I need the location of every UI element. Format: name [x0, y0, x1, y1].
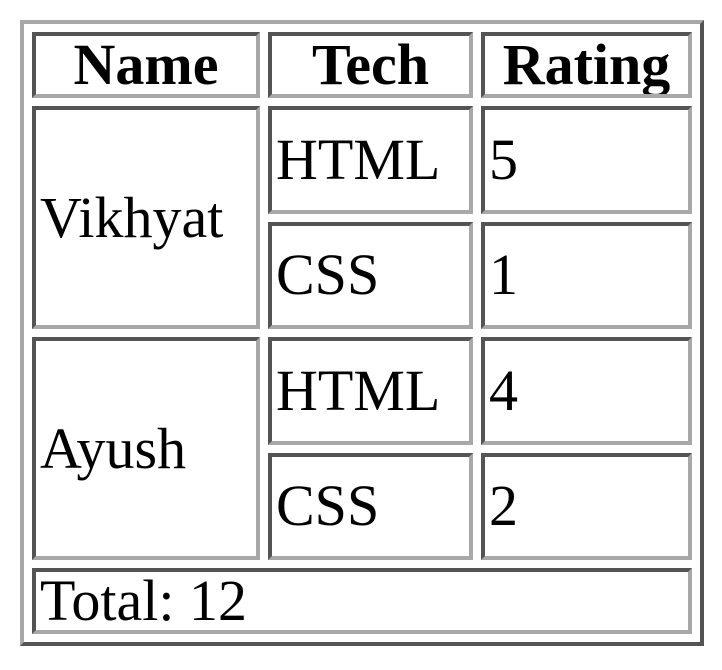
header-tech: Tech [268, 32, 473, 98]
table-footer: Total: 12 [32, 568, 692, 634]
header-row: Name Tech Rating [32, 32, 692, 98]
tech-cell: HTML [268, 106, 473, 214]
rating-cell: 4 [481, 337, 692, 445]
table-body: Vikhyat HTML 5 CSS 1 Ayush HTML 4 CSS 2 [32, 106, 692, 560]
tech-cell: CSS [268, 221, 473, 329]
table-row: CSS 2 [32, 452, 692, 560]
table-row: CSS 1 [32, 221, 692, 329]
footer-row: Total: 12 [32, 568, 692, 634]
rating-cell: 2 [481, 452, 692, 560]
header-rating: Rating [481, 32, 692, 98]
rating-cell: 5 [481, 106, 692, 214]
rating-table: Name Tech Rating Vikhyat HTML 5 CSS 1 Ay… [20, 20, 704, 646]
tech-cell: CSS [268, 452, 473, 560]
table-row: Vikhyat HTML 5 [32, 106, 692, 329]
rating-cell: 1 [481, 221, 692, 329]
header-name: Name [32, 32, 260, 98]
name-cell: Vikhyat [32, 106, 260, 329]
table-row: Ayush HTML 4 [32, 337, 692, 560]
tech-cell: HTML [268, 337, 473, 445]
name-cell: Ayush [32, 337, 260, 560]
table-header: Name Tech Rating [32, 32, 692, 98]
total-cell: Total: 12 [32, 568, 692, 634]
